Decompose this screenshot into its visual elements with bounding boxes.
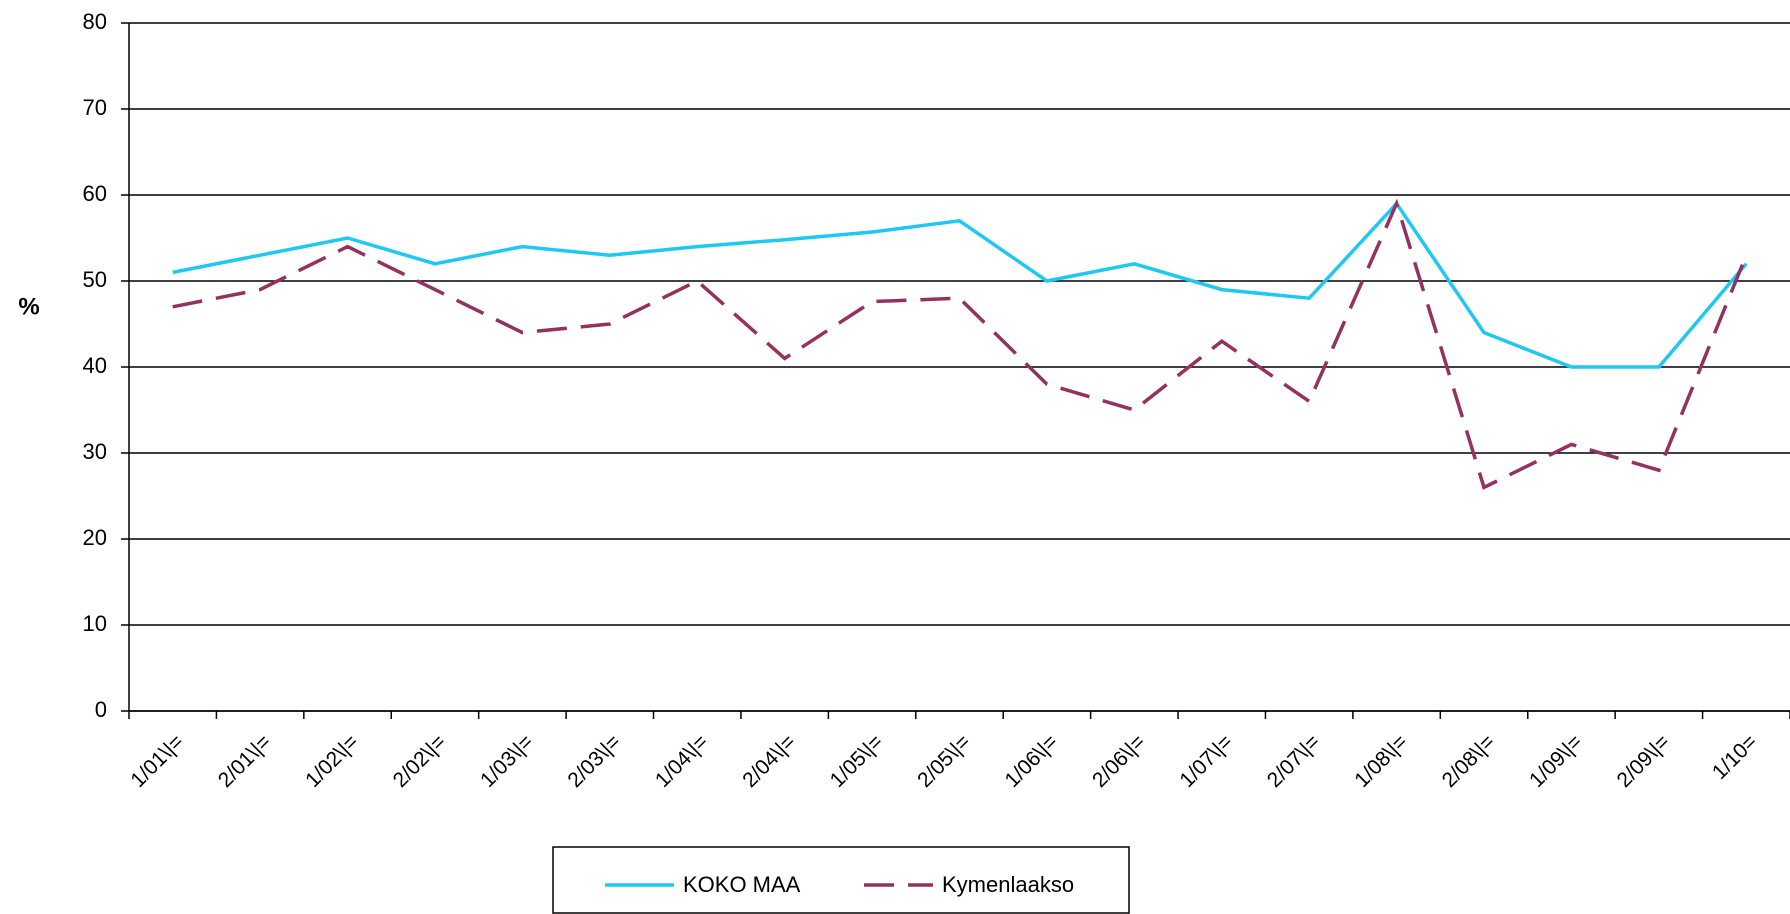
- x-tick-label: 2/02\|=: [389, 730, 451, 792]
- x-tick-label: 2/01\|=: [214, 730, 276, 792]
- x-tick-label: 1/04\|=: [651, 730, 713, 792]
- x-tick-label: 2/08\|=: [1438, 730, 1500, 792]
- y-tick-label: 70: [83, 95, 107, 120]
- legend: [552, 846, 1130, 914]
- x-tick-label: 2/07\|=: [1263, 730, 1325, 792]
- x-tick-label: 1/09\|=: [1525, 730, 1587, 792]
- x-tick-label: 2/04\|=: [738, 730, 800, 792]
- x-tick-label: 1/03\|=: [476, 730, 538, 792]
- y-tick-label: 10: [83, 611, 107, 636]
- y-axis-label: %: [18, 293, 39, 320]
- x-tick-label: 2/09\|=: [1612, 730, 1674, 792]
- y-tick-label: 50: [83, 267, 107, 292]
- x-tick-label: 1/05\|=: [826, 730, 888, 792]
- x-tick-label: 1/01\|=: [126, 730, 188, 792]
- legend-label: KOKO MAA: [683, 872, 801, 897]
- series-line: [172, 198, 1748, 490]
- legend-label: Kymenlaakso: [942, 872, 1074, 897]
- x-tick-label: 1/10=: [1708, 730, 1762, 784]
- x-tick-label: 2/03\|=: [563, 730, 625, 792]
- x-tick-label: 1/07\|=: [1175, 730, 1237, 792]
- y-tick-label: 40: [83, 353, 107, 378]
- x-tick-label: 1/08\|=: [1350, 730, 1412, 792]
- y-tick-label: 0: [95, 697, 107, 722]
- series-line: [172, 200, 1748, 369]
- y-tick-label: 20: [83, 525, 107, 550]
- x-tick-label: 2/05\|=: [913, 730, 975, 792]
- y-tick-label: 80: [83, 9, 107, 34]
- y-tick-label: 60: [83, 181, 107, 206]
- x-tick-label: 1/02\|=: [301, 730, 363, 792]
- x-tick-label: 2/06\|=: [1088, 730, 1150, 792]
- x-tick-label: 1/06\|=: [1001, 730, 1063, 792]
- y-tick-label: 30: [83, 439, 107, 464]
